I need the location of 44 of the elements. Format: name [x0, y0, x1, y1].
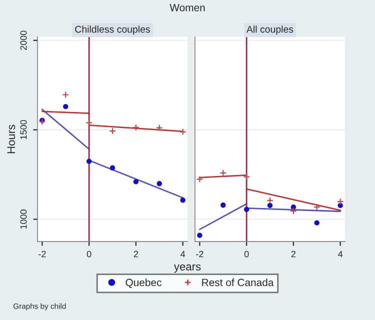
x-axis-title: years: [174, 264, 201, 273]
text: Women: [170, 4, 205, 12]
point: [110, 165, 116, 171]
chart-title: Childless couples: [75, 26, 150, 35]
point: [196, 176, 204, 183]
point: [63, 104, 68, 110]
x-tick-label: -2: [196, 250, 204, 258]
point: [290, 208, 297, 215]
point: [179, 128, 186, 136]
point: [314, 220, 320, 226]
point: [109, 128, 116, 135]
point: [62, 91, 70, 98]
x-tick-label: 2: [134, 250, 138, 258]
point: [133, 179, 139, 184]
point: [220, 202, 226, 208]
point: [197, 232, 202, 238]
point: [336, 198, 344, 206]
point: [156, 124, 163, 132]
point: [220, 169, 227, 176]
chart-title: All couples: [246, 26, 294, 35]
point: [132, 124, 140, 131]
y-tick-label: 1000: [20, 210, 27, 229]
point: [156, 181, 162, 186]
y-axis-title: Hours: [7, 124, 16, 154]
point: [244, 206, 250, 212]
point: [313, 204, 320, 211]
y-tick-label: 1500: [20, 120, 27, 140]
point: [86, 119, 93, 126]
x-tick-label: -2: [38, 250, 46, 258]
x-tick-label: 0: [244, 250, 249, 258]
point: [290, 204, 296, 210]
point: [86, 158, 92, 164]
legend-label: Quebec: [126, 278, 162, 288]
x-tick-label: 4: [338, 250, 343, 258]
point: [38, 118, 46, 126]
y-tick-label: 2000: [20, 30, 27, 50]
point: [267, 202, 273, 208]
x-tick-label: 0: [86, 250, 92, 258]
x-tick-label: 2: [291, 250, 296, 258]
point: [180, 198, 186, 203]
point: [243, 173, 250, 180]
legend-label: Rest of Canada: [202, 278, 274, 286]
x-tick-label: 4: [180, 250, 186, 258]
point: [266, 196, 274, 204]
